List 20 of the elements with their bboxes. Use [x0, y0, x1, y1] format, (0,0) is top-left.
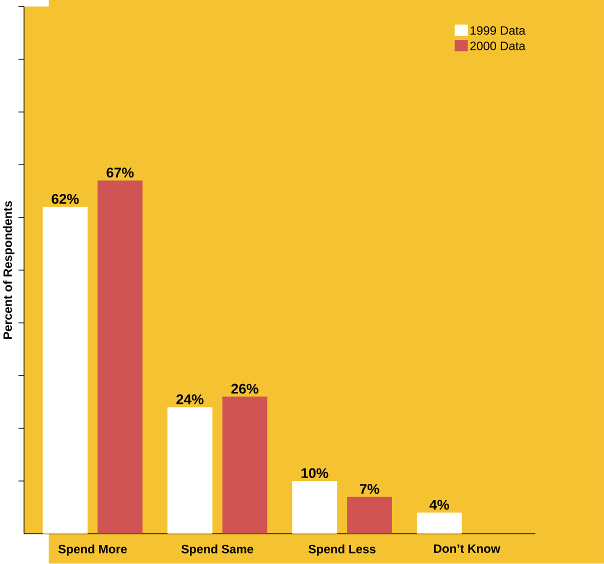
legend-label: 2000 Data [470, 42, 526, 50]
bar [416, 512, 462, 534]
data-label: 24% [176, 394, 204, 404]
y-axis-title: Percent of Respondents [3, 201, 14, 340]
data-label: 10% [302, 468, 328, 478]
data-label: 7% [360, 484, 380, 494]
x-tick-label: Spend More [58, 544, 127, 556]
data-label: 26% [231, 384, 258, 394]
data-label: 67% [106, 168, 134, 178]
x-tick-label: Spend Less [308, 544, 376, 556]
data-label: 4% [429, 500, 450, 510]
bar [98, 180, 143, 534]
data-label: 62% [52, 194, 79, 204]
x-tick-label: Spend Same [181, 544, 254, 556]
bar [347, 497, 392, 534]
bar [292, 481, 338, 534]
legend-label: 1999 Data [470, 26, 526, 35]
bar [222, 396, 268, 534]
bar [167, 407, 212, 534]
x-tick-label: Don’t Know [434, 544, 500, 554]
